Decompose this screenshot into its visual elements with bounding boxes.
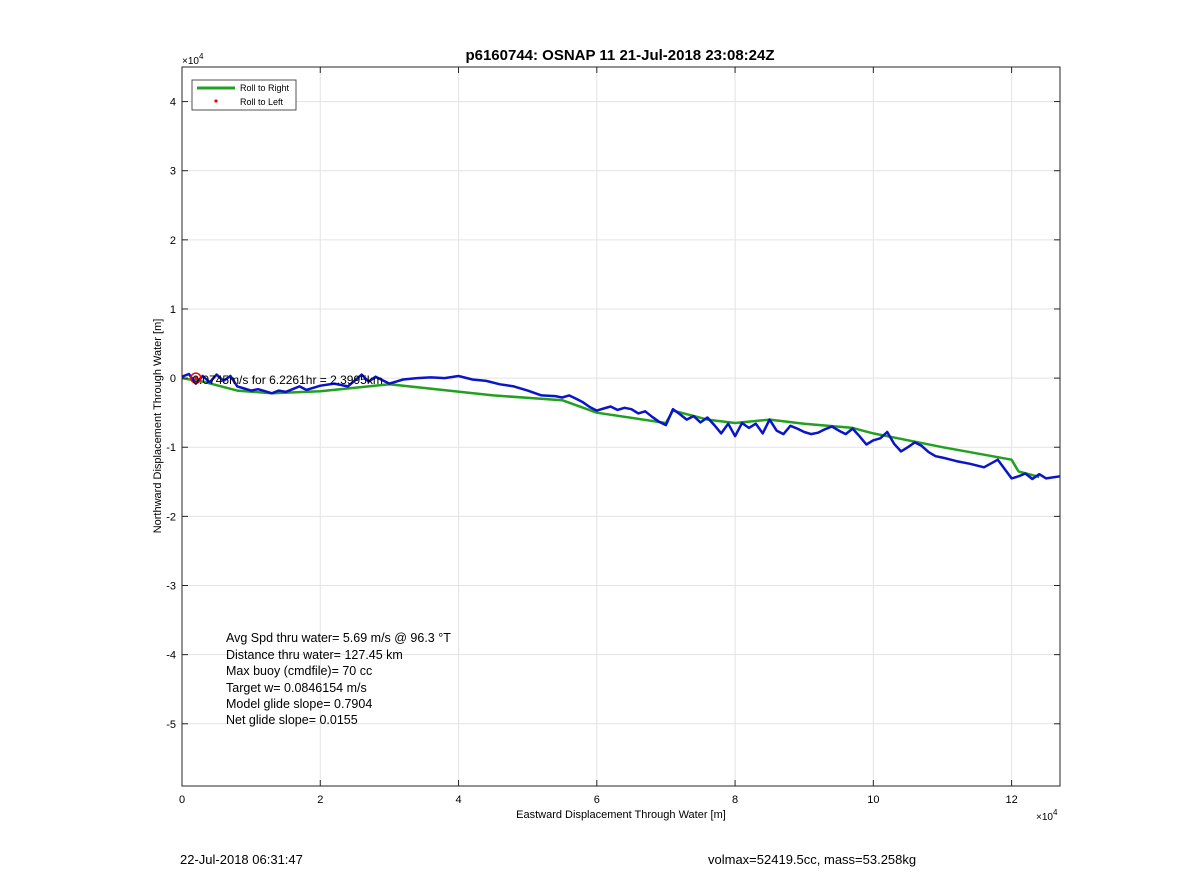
y-tick-label: -3 bbox=[166, 581, 176, 593]
y-tick-label: 4 bbox=[170, 97, 176, 109]
y-tick-label: 0 bbox=[170, 373, 176, 385]
x-tick-label: 2 bbox=[317, 794, 323, 806]
stats-block: Avg Spd thru water= 5.69 m/s @ 96.3 °T D… bbox=[226, 631, 451, 727]
x-tick-label: 12 bbox=[1005, 794, 1017, 806]
y-tick-label: -5 bbox=[166, 719, 176, 731]
roll-left-point bbox=[194, 376, 198, 380]
y-tick-label: 2 bbox=[170, 235, 176, 247]
segment-annotation: 0.0745m/s for 6.2261hr = 2.3995km bbox=[192, 373, 382, 387]
legend-swatch-roll-left bbox=[214, 99, 218, 103]
stat-target-w: Target w= 0.0846154 m/s bbox=[226, 681, 367, 695]
stat-net-glide: Net glide slope= 0.0155 bbox=[226, 713, 358, 727]
footer-vol-mass: volmax=52419.5cc, mass=53.258kg bbox=[708, 852, 917, 867]
stat-model-glide: Model glide slope= 0.7904 bbox=[226, 697, 372, 711]
footer-timestamp: 22-Jul-2018 06:31:47 bbox=[180, 852, 303, 867]
grid bbox=[181, 67, 1060, 786]
y-tick-label: 1 bbox=[170, 304, 176, 316]
legend: Roll to Right Roll to Left bbox=[191, 79, 297, 111]
plot-series bbox=[181, 372, 1061, 481]
x-exponent-label: ×104 bbox=[1036, 808, 1058, 823]
chart-title: p6160744: OSNAP 11 21-Jul-2018 23:08:24Z bbox=[465, 47, 774, 64]
y-axis-label: Northward Displacement Through Water [m] bbox=[152, 319, 164, 534]
stat-avg-speed: Avg Spd thru water= 5.69 m/s @ 96.3 °T bbox=[226, 631, 451, 645]
legend-label-roll-left: Roll to Left bbox=[240, 97, 284, 107]
stat-max-buoy: Max buoy (cmdfile)= 70 cc bbox=[226, 664, 372, 678]
x-tick-label: 0 bbox=[179, 794, 185, 806]
y-tick-label: -2 bbox=[166, 511, 176, 523]
y-tick-label: -1 bbox=[166, 442, 176, 454]
stat-distance: Distance thru water= 127.45 km bbox=[226, 648, 403, 662]
y-tick-label: -4 bbox=[166, 650, 176, 662]
x-tick-label: 8 bbox=[732, 794, 738, 806]
x-axis-label: Eastward Displacement Through Water [m] bbox=[516, 809, 726, 821]
legend-box bbox=[191, 79, 297, 111]
legend-label-roll-right: Roll to Right bbox=[240, 83, 290, 93]
x-tick-label: 6 bbox=[594, 794, 600, 806]
y-exponent-label: ×104 bbox=[182, 52, 204, 67]
x-tick-label: 10 bbox=[867, 794, 879, 806]
roll-left-marker bbox=[190, 372, 202, 384]
series-track-line bbox=[181, 372, 1061, 481]
y-tick-label: 3 bbox=[170, 166, 176, 178]
series-roll-right-line bbox=[181, 376, 1040, 479]
x-tick-label: 4 bbox=[455, 794, 461, 806]
axes-frame bbox=[181, 66, 1061, 787]
